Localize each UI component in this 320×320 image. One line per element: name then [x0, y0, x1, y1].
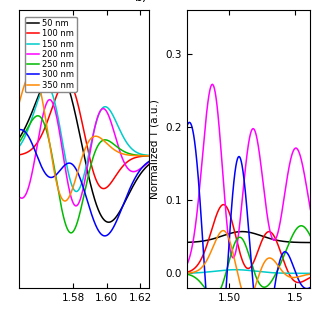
- 300 nm: [93, 221, 97, 225]
- 200 nm: [93, 125, 97, 129]
- Line: 50 nm: 50 nm: [19, 67, 149, 222]
- 50 nm: [54, 65, 58, 69]
- 100 nm: [17, 153, 21, 157]
- 50 nm: [147, 163, 151, 166]
- 150 nm: [116, 124, 120, 128]
- 300 nm: [25, 133, 29, 137]
- 300 nm: [19, 128, 22, 132]
- Line: 150 nm: 150 nm: [19, 86, 149, 191]
- Y-axis label: Normalized T (a.u.): Normalized T (a.u.): [150, 99, 160, 199]
- 250 nm: [100, 139, 104, 143]
- 250 nm: [25, 127, 29, 131]
- 350 nm: [30, 70, 34, 74]
- 250 nm: [129, 152, 133, 156]
- 200 nm: [147, 160, 151, 164]
- 100 nm: [100, 186, 104, 190]
- 100 nm: [116, 171, 120, 175]
- 150 nm: [75, 189, 78, 193]
- Line: 200 nm: 200 nm: [19, 100, 149, 206]
- 50 nm: [129, 188, 133, 191]
- 50 nm: [25, 122, 29, 125]
- 150 nm: [93, 125, 97, 129]
- 200 nm: [48, 98, 52, 101]
- 100 nm: [25, 150, 29, 154]
- Line: 250 nm: 250 nm: [19, 116, 149, 233]
- 150 nm: [100, 107, 104, 110]
- 50 nm: [17, 136, 21, 140]
- 50 nm: [96, 207, 100, 211]
- 200 nm: [100, 107, 104, 111]
- 350 nm: [25, 76, 29, 80]
- 300 nm: [96, 228, 100, 232]
- 350 nm: [116, 150, 120, 154]
- 50 nm: [100, 215, 104, 219]
- 250 nm: [17, 140, 21, 144]
- Line: 100 nm: 100 nm: [19, 80, 149, 188]
- Line: 350 nm: 350 nm: [19, 72, 149, 201]
- 150 nm: [25, 130, 29, 133]
- 100 nm: [129, 157, 133, 161]
- 350 nm: [129, 153, 133, 157]
- 200 nm: [25, 189, 29, 193]
- 300 nm: [17, 128, 21, 132]
- 350 nm: [17, 101, 21, 105]
- 150 nm: [147, 154, 151, 157]
- 100 nm: [102, 187, 106, 190]
- 250 nm: [69, 231, 73, 235]
- 350 nm: [100, 137, 104, 141]
- 350 nm: [93, 134, 97, 138]
- 350 nm: [147, 154, 151, 158]
- 100 nm: [147, 154, 151, 158]
- Text: b): b): [135, 0, 148, 4]
- 100 nm: [65, 78, 68, 82]
- 350 nm: [96, 135, 100, 139]
- 100 nm: [96, 182, 100, 186]
- 200 nm: [96, 113, 100, 117]
- 200 nm: [74, 204, 78, 208]
- 300 nm: [103, 234, 107, 238]
- 250 nm: [96, 143, 100, 147]
- 50 nm: [93, 197, 97, 201]
- 300 nm: [129, 184, 133, 188]
- 300 nm: [116, 216, 120, 220]
- Legend: 50 nm, 100 nm, 150 nm, 200 nm, 250 nm, 300 nm, 350 nm: 50 nm, 100 nm, 150 nm, 200 nm, 250 nm, 3…: [25, 17, 77, 92]
- 300 nm: [100, 233, 104, 237]
- 150 nm: [96, 114, 100, 118]
- 50 nm: [116, 212, 120, 216]
- 250 nm: [36, 114, 40, 118]
- 150 nm: [17, 145, 21, 148]
- Line: 300 nm: 300 nm: [19, 130, 149, 236]
- 250 nm: [93, 150, 97, 154]
- 250 nm: [116, 146, 120, 149]
- 350 nm: [63, 199, 67, 203]
- 150 nm: [45, 84, 49, 88]
- 150 nm: [129, 146, 133, 150]
- 250 nm: [147, 154, 151, 158]
- 200 nm: [116, 143, 120, 147]
- 300 nm: [147, 160, 151, 164]
- 200 nm: [129, 169, 133, 173]
- 200 nm: [17, 195, 21, 199]
- 100 nm: [93, 174, 97, 178]
- 50 nm: [107, 220, 111, 224]
